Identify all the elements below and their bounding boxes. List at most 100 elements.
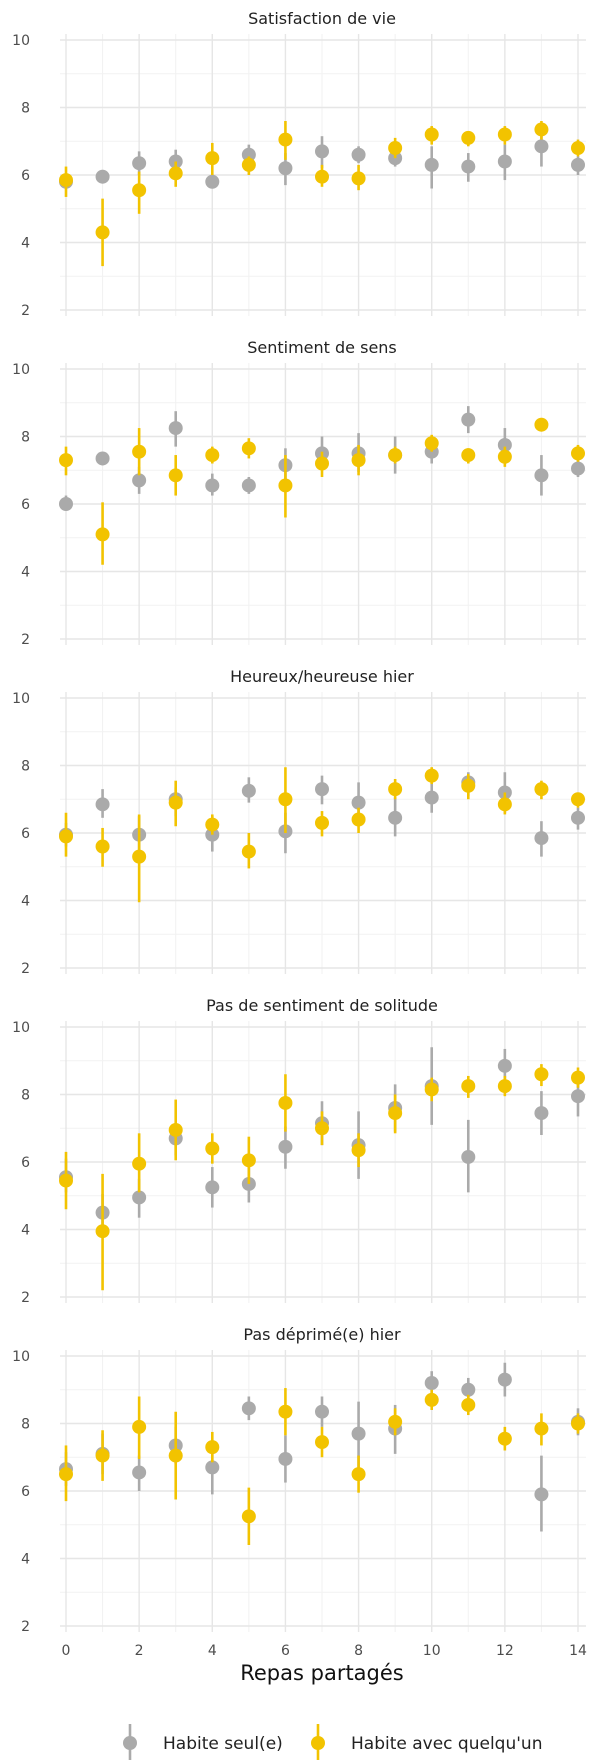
data-point-avec <box>351 171 366 186</box>
data-point-avec <box>315 456 329 471</box>
data-point-avec <box>205 151 220 166</box>
panel-5: 2 4 6 8 10 Pas déprimé(e) hier <box>12 1325 586 1635</box>
data-point-seul <box>205 478 220 493</box>
data-point-avec <box>168 166 183 181</box>
data-point-avec <box>95 839 110 854</box>
data-point-seul <box>132 156 147 171</box>
y-tick-label: 6 <box>21 1484 30 1500</box>
data-point-avec <box>461 1079 476 1094</box>
data-point-seul <box>168 421 183 436</box>
legend-item-avec: Habite avec quelqu'un <box>311 1724 542 1762</box>
data-point-avec <box>497 797 512 812</box>
data-point-avec <box>132 1419 147 1434</box>
data-point-avec <box>59 829 73 844</box>
data-point-seul <box>571 810 585 825</box>
panel-title: Heureux/heureuse hier <box>230 667 414 686</box>
data-point-seul <box>241 478 256 493</box>
y-tick-label: 4 <box>21 894 30 910</box>
data-point-seul <box>95 451 110 466</box>
data-point-avec <box>278 1404 293 1419</box>
data-point-avec <box>534 782 549 797</box>
data-point-avec <box>571 1070 585 1085</box>
data-point-seul <box>461 412 476 427</box>
data-point-seul <box>278 1451 293 1466</box>
data-point-avec <box>571 792 585 807</box>
data-point-seul <box>351 795 366 810</box>
x-tick-label: 8 <box>354 1643 363 1659</box>
panel-2: 2 4 6 8 10 Sentiment de sens <box>12 338 586 648</box>
data-point-seul <box>388 810 403 825</box>
x-axis-title: Repas partagés <box>240 1661 404 1685</box>
legend-key-point <box>123 1736 137 1750</box>
x-tick-label: 0 <box>62 1643 71 1659</box>
data-point-seul <box>461 1149 476 1164</box>
data-point-avec <box>168 795 183 810</box>
data-point-avec <box>315 815 329 830</box>
legend-label: Habite seul(e) <box>163 1734 283 1754</box>
data-point-avec <box>241 844 256 859</box>
data-point-avec <box>241 441 256 456</box>
data-point-seul <box>534 468 549 483</box>
data-point-seul <box>205 174 220 189</box>
data-point-avec <box>461 778 476 793</box>
data-point-avec <box>497 1079 512 1094</box>
x-tick-label: 6 <box>281 1643 290 1659</box>
y-tick-label: 4 <box>21 1552 30 1568</box>
x-tick-label: 10 <box>423 1643 441 1659</box>
y-tick-label: 10 <box>12 691 30 707</box>
panel-title: Pas de sentiment de solitude <box>206 996 438 1015</box>
y-tick-label: 2 <box>21 632 30 648</box>
x-tick-label: 12 <box>496 1643 514 1659</box>
y-tick-label: 8 <box>21 1088 30 1104</box>
data-point-avec <box>59 453 73 468</box>
y-tick-label: 6 <box>21 826 30 842</box>
data-point-avec <box>534 1421 549 1436</box>
data-point-avec <box>388 782 403 797</box>
data-point-avec <box>424 1392 439 1407</box>
panel-3: 2 4 6 8 10 Heureux/heureuse hier <box>12 667 586 977</box>
data-point-avec <box>534 1067 549 1082</box>
data-point-avec <box>424 1082 439 1097</box>
panel-title: Satisfaction de vie <box>248 9 396 28</box>
x-tick-label: 14 <box>569 1643 587 1659</box>
data-point-avec <box>424 768 439 783</box>
legend-item-seul: Habite seul(e) <box>123 1724 283 1762</box>
data-point-avec <box>534 417 549 432</box>
data-point-seul <box>241 1401 256 1416</box>
data-point-seul <box>241 147 256 162</box>
data-point-avec <box>315 1435 329 1450</box>
data-point-avec <box>241 157 256 172</box>
data-point-seul <box>534 1487 549 1502</box>
data-point-seul <box>497 1372 512 1387</box>
x-tick-labels: 0 2 4 6 8 10 12 14 <box>62 1643 587 1659</box>
data-point-avec <box>205 817 220 832</box>
data-point-avec <box>571 446 585 461</box>
data-point-avec <box>59 1467 73 1482</box>
y-tick-label: 6 <box>21 168 30 184</box>
legend: Habite seul(e) Habite avec quelqu'un <box>123 1724 542 1762</box>
data-point-seul <box>571 1089 585 1104</box>
data-point-avec <box>95 1448 110 1463</box>
data-point-avec <box>132 1156 147 1171</box>
data-point-seul <box>424 790 439 805</box>
data-point-avec <box>241 1153 256 1168</box>
panel-title: Pas déprimé(e) hier <box>243 1325 401 1344</box>
data-point-avec <box>534 122 549 137</box>
data-point-seul <box>132 473 147 488</box>
data-point-avec <box>168 468 183 483</box>
data-point-seul <box>461 1382 476 1397</box>
data-point-avec <box>388 141 403 155</box>
data-point-avec <box>205 1141 220 1156</box>
data-point-seul <box>95 169 110 184</box>
legend-label: Habite avec quelqu'un <box>351 1734 542 1754</box>
data-point-avec <box>315 1121 329 1136</box>
data-point-avec <box>241 1509 256 1524</box>
y-tick-label: 2 <box>21 303 30 319</box>
y-tick-label: 4 <box>21 236 30 252</box>
y-tick-label: 6 <box>21 1155 30 1171</box>
y-tick-label: 10 <box>12 362 30 378</box>
y-tick-label: 2 <box>21 961 30 977</box>
data-point-avec <box>59 173 73 188</box>
data-point-avec <box>95 1224 110 1239</box>
